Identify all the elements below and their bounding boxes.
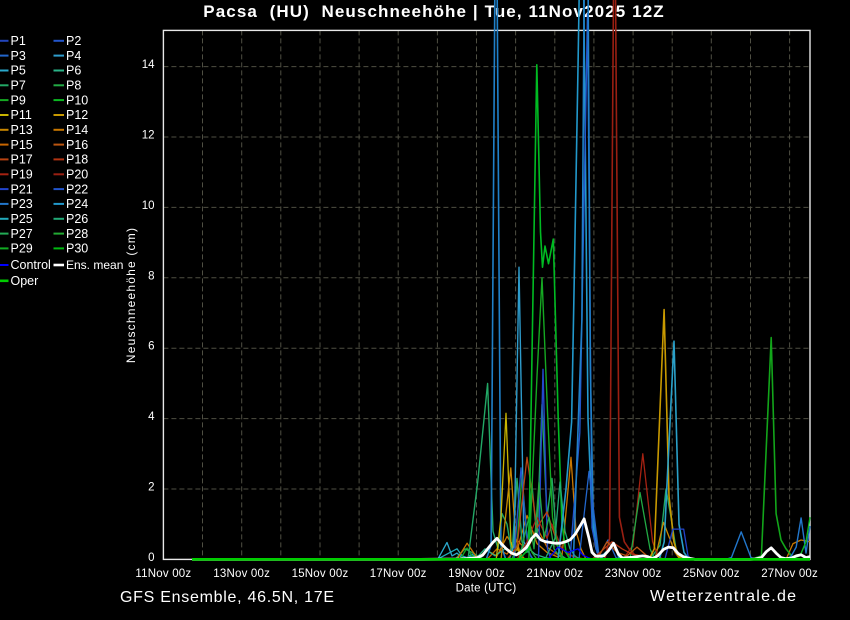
- svg-text:P29: P29: [11, 242, 33, 256]
- svg-text:P3: P3: [11, 49, 26, 63]
- svg-text:23Nov 00z: 23Nov 00z: [605, 568, 662, 580]
- svg-text:P25: P25: [11, 212, 33, 226]
- svg-text:P4: P4: [66, 49, 81, 63]
- svg-text:P21: P21: [11, 182, 33, 196]
- svg-text:P2: P2: [66, 34, 81, 48]
- svg-text:Oper: Oper: [11, 274, 39, 288]
- svg-text:14: 14: [142, 59, 155, 71]
- svg-text:P12: P12: [66, 108, 88, 122]
- svg-text:P1: P1: [11, 34, 26, 48]
- svg-text:Ens. mean: Ens. mean: [66, 258, 123, 272]
- svg-text:P5: P5: [11, 64, 26, 78]
- svg-text:4: 4: [148, 411, 155, 423]
- svg-text:P22: P22: [66, 182, 88, 196]
- svg-text:P7: P7: [11, 79, 26, 93]
- svg-text:11Nov 00z: 11Nov 00z: [135, 568, 191, 580]
- svg-text:27Nov 00z: 27Nov 00z: [761, 568, 818, 580]
- svg-text:Wetterzentrale.de: Wetterzentrale.de: [650, 588, 797, 605]
- svg-text:2: 2: [148, 482, 154, 494]
- svg-text:P19: P19: [11, 168, 33, 182]
- svg-text:6: 6: [148, 341, 154, 353]
- svg-text:P9: P9: [11, 93, 26, 107]
- svg-text:P18: P18: [66, 153, 88, 167]
- svg-text:P14: P14: [66, 123, 88, 137]
- svg-text:Neuschneehöhe (cm): Neuschneehöhe (cm): [124, 227, 138, 363]
- svg-text:17Nov 00z: 17Nov 00z: [370, 568, 427, 580]
- svg-text:P13: P13: [11, 123, 33, 137]
- svg-text:10: 10: [142, 200, 155, 212]
- svg-text:15Nov 00z: 15Nov 00z: [292, 568, 349, 580]
- svg-text:0: 0: [148, 552, 154, 564]
- svg-text:Control: Control: [11, 258, 51, 272]
- svg-text:P30: P30: [66, 242, 88, 256]
- svg-text:12: 12: [142, 130, 155, 142]
- svg-text:GFS Ensemble, 46.5N, 17E: GFS Ensemble, 46.5N, 17E: [120, 589, 335, 606]
- svg-text:P16: P16: [66, 138, 88, 152]
- svg-text:P8: P8: [66, 79, 81, 93]
- svg-text:13Nov 00z: 13Nov 00z: [213, 568, 270, 580]
- svg-text:P28: P28: [66, 227, 88, 241]
- svg-text:P11: P11: [11, 108, 32, 122]
- svg-text:8: 8: [148, 270, 154, 282]
- svg-text:P10: P10: [66, 93, 88, 107]
- svg-text:25Nov 00z: 25Nov 00z: [683, 568, 740, 580]
- svg-text:P26: P26: [66, 212, 88, 226]
- svg-text:P17: P17: [11, 153, 33, 167]
- svg-text:P27: P27: [11, 227, 33, 241]
- svg-text:P6: P6: [66, 64, 81, 78]
- svg-text:Date (UTC): Date (UTC): [456, 583, 517, 595]
- svg-text:P24: P24: [66, 197, 88, 211]
- svg-text:Pacsa (HU) Neuschneehöhe | T: Pacsa (HU) Neuschneehöhe | Tue, 11Nov202…: [203, 2, 664, 21]
- svg-text:P20: P20: [66, 168, 88, 182]
- svg-text:19Nov 00z: 19Nov 00z: [448, 568, 505, 580]
- svg-text:21Nov 00z: 21Nov 00z: [526, 568, 583, 580]
- svg-text:P15: P15: [11, 138, 33, 152]
- svg-text:P23: P23: [11, 197, 33, 211]
